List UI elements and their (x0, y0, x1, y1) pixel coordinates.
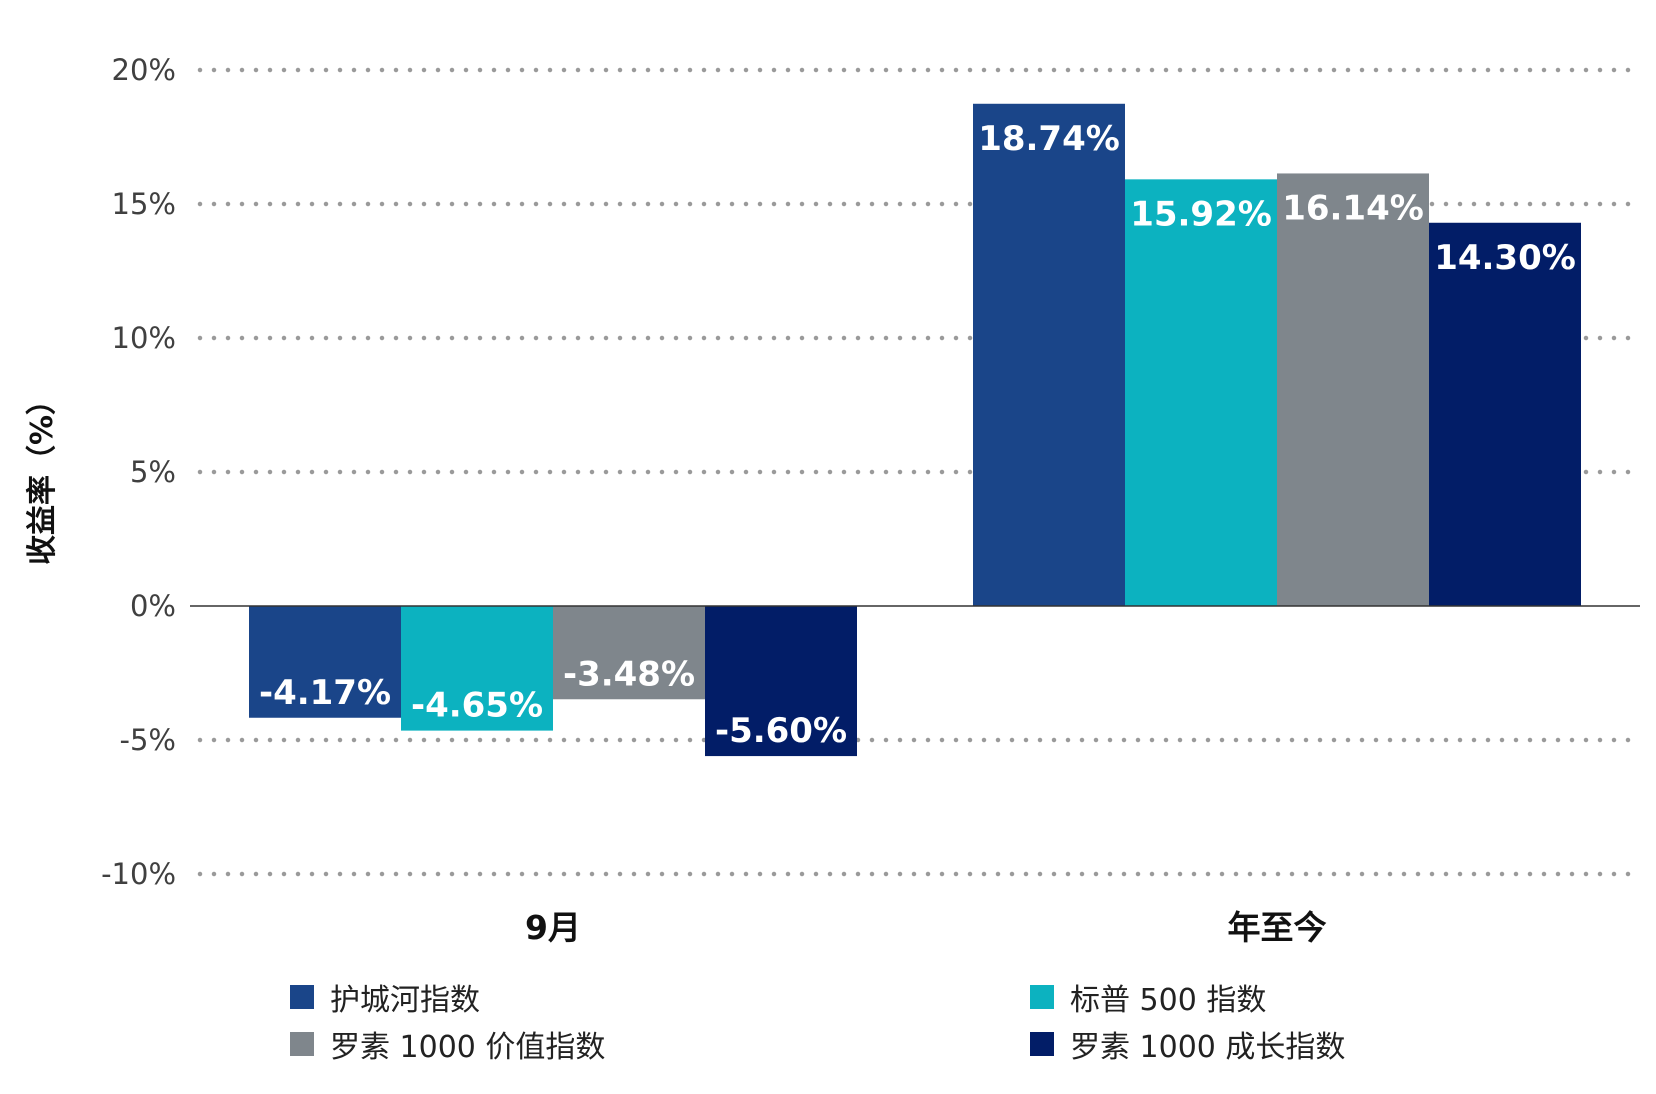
bar (553, 606, 705, 700)
bar-value-label: -4.17% (259, 673, 391, 713)
bar (705, 606, 857, 757)
y-tick-label: 10% (112, 321, 176, 355)
bar-value-label: -3.48% (563, 654, 695, 694)
bar-value-label: 18.74% (978, 119, 1120, 159)
legend-swatch (1030, 985, 1054, 1009)
category-label: 9月 (525, 908, 581, 947)
y-axis-ticks: 20% 15% 10% 5% 0% -5% -10% (101, 53, 176, 891)
bar (1429, 222, 1581, 606)
legend-label: 罗素 1000 成长指数 (1070, 1030, 1345, 1065)
category-labels: 9月 年至今 (525, 908, 1326, 947)
y-tick-label: 0% (130, 589, 176, 623)
bar (1277, 173, 1429, 606)
bar (973, 103, 1125, 606)
legend-item: 罗素 1000 价值指数 (290, 1030, 605, 1065)
legend-item: 护城河指数 (290, 983, 480, 1018)
gridlines (197, 67, 1643, 877)
bar-value-label: -5.60% (715, 711, 847, 751)
legend-label: 护城河指数 (330, 983, 480, 1018)
legend-swatch (290, 985, 314, 1009)
legend-item: 标普 500 指数 (1030, 983, 1266, 1018)
bar-value-labels: -4.17% -4.65% -3.48% -5.60% 18.74%15.92% 16.1… (259, 119, 1576, 751)
y-tick-label: -5% (120, 723, 176, 757)
y-tick-label: -10% (101, 857, 176, 891)
y-tick-label: 20% (112, 53, 176, 87)
bars (249, 103, 1581, 757)
y-axis-label: 收益率（%） (25, 385, 60, 565)
bar-value-label: 15.92% (1130, 194, 1272, 234)
category-label: 年至今 (1228, 908, 1327, 947)
bar (249, 606, 401, 718)
legend-swatch (290, 1032, 314, 1056)
y-tick-label: 5% (130, 455, 176, 489)
bar-value-label: 16.14% (1282, 188, 1424, 228)
bar-value-label: -4.65% (411, 686, 543, 726)
legend-label: 罗素 1000 价值指数 (330, 1030, 605, 1065)
bar (401, 606, 553, 731)
y-tick-label: 15% (112, 187, 176, 221)
legend-label: 标普 500 指数 (1070, 983, 1266, 1018)
legend-item: 罗素 1000 成长指数 (1030, 1030, 1345, 1065)
bar-value-label: 14.30% (1434, 238, 1576, 278)
legend-swatch (1030, 1032, 1054, 1056)
bar (1125, 179, 1277, 606)
